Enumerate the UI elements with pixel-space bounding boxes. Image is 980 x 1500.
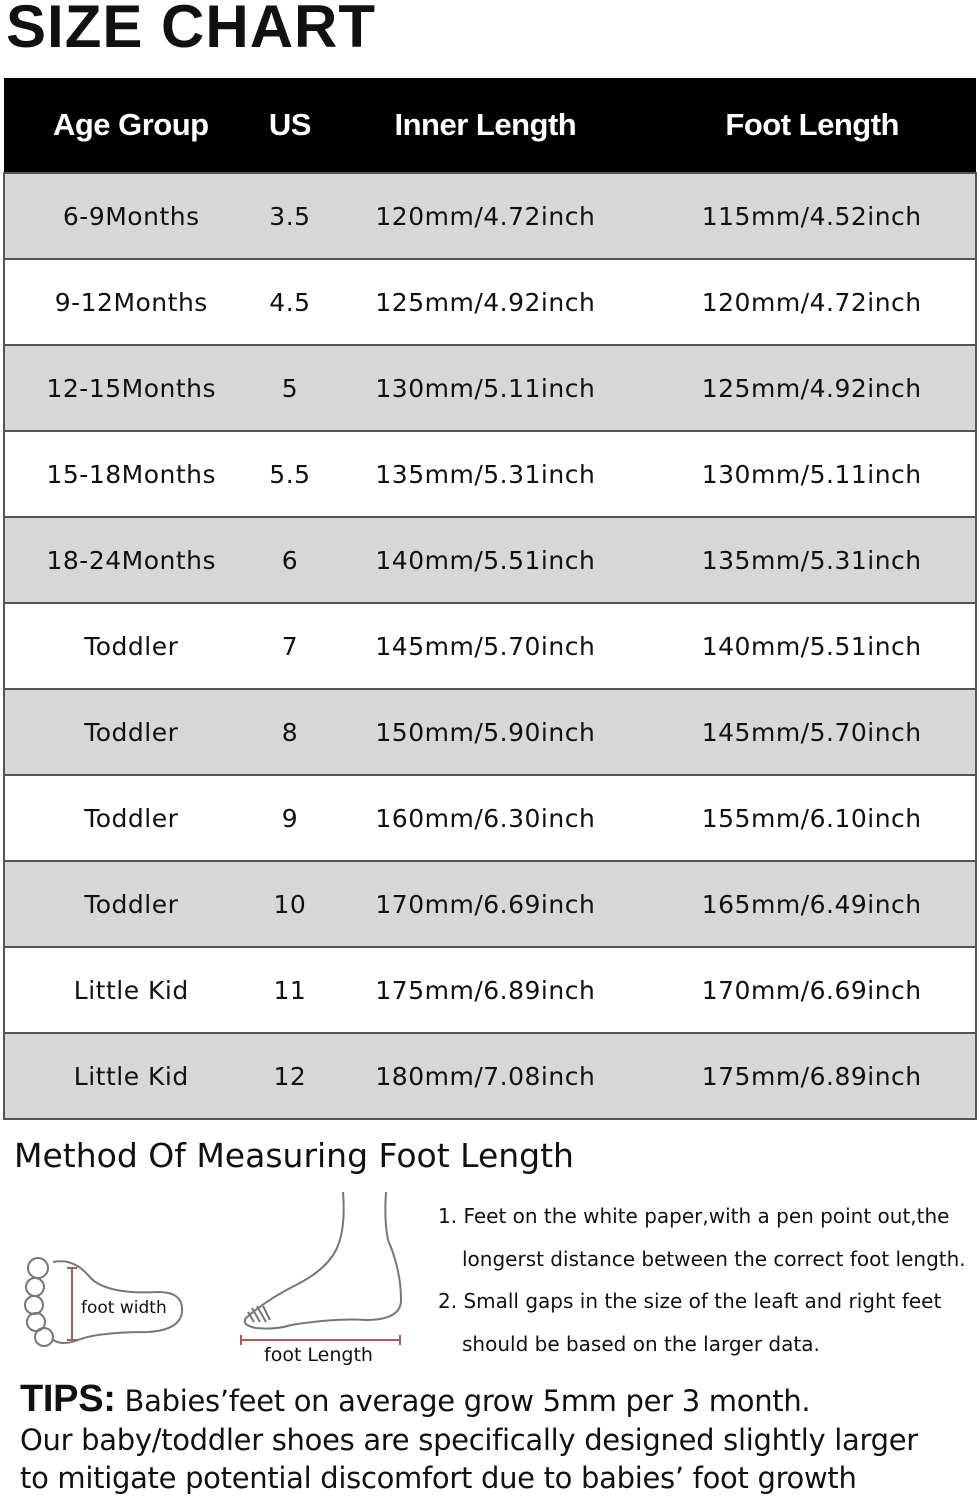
- step-2-line-1: 2. Small gaps in the size of the leaft a…: [438, 1289, 942, 1313]
- table-row: 6-9Months 3.5 120mm/4.72inch 115mm/4.52inch: [3, 172, 977, 260]
- age-group-cell: 6-9Months: [3, 172, 258, 260]
- tips-line-1: Babies’feet on average grow 5mm per 3 mo…: [124, 1384, 811, 1418]
- foot-length-cell: 120mm/4.72inch: [648, 258, 977, 346]
- age-group-cell: 15-18Months: [3, 430, 258, 518]
- size-chart-table: Age Group US Inner Length Foot Length 6-…: [3, 78, 977, 1120]
- inner-length-cell: 170mm/6.69inch: [322, 860, 649, 948]
- age-group-cell: Little Kid: [3, 946, 258, 1034]
- table-row: 12-15Months 5 130mm/5.11inch 125mm/4.92inch: [3, 344, 977, 432]
- table-row: Toddler 8 150mm/5.90inch 145mm/5.70inch: [3, 688, 977, 776]
- tips-line-3: to mitigate potential discomfort due to …: [20, 1461, 857, 1495]
- table-header: Age Group US Inner Length Foot Length: [4, 78, 976, 173]
- age-group-cell: 12-15Months: [3, 344, 258, 432]
- foot-length-cell: 115mm/4.52inch: [648, 172, 977, 260]
- table-row: 18-24Months 6 140mm/5.51inch 135mm/5.31inch: [3, 516, 977, 604]
- us-size-cell: 11: [257, 946, 323, 1034]
- inner-length-cell: 180mm/7.08inch: [322, 1032, 649, 1120]
- table-row: 9-12Months 4.5 125mm/4.92inch 120mm/4.72inc…: [3, 258, 977, 346]
- tips-section: TIPS: Babies’feet on average grow 5mm pe…: [20, 1378, 918, 1497]
- foot-length-cell: 140mm/5.51inch: [648, 602, 977, 690]
- inner-length-cell: 145mm/5.70inch: [322, 602, 649, 690]
- age-group-cell: Toddler: [3, 688, 258, 776]
- us-size-cell: 4.5: [257, 258, 323, 346]
- tips-label: TIPS:: [20, 1378, 116, 1420]
- measuring-steps: 1. Feet on the white paper,with a pen po…: [438, 1195, 966, 1365]
- header-us: US: [257, 78, 323, 173]
- us-size-cell: 9: [257, 774, 323, 862]
- age-group-cell: Toddler: [3, 860, 258, 948]
- step-1-line-1: 1. Feet on the white paper,with a pen po…: [438, 1204, 950, 1228]
- foot-length-cell: 165mm/6.49inch: [648, 860, 977, 948]
- us-size-cell: 5: [257, 344, 323, 432]
- foot-length-label: foot Length: [264, 1344, 373, 1366]
- foot-length-cell: 145mm/5.70inch: [648, 688, 977, 776]
- age-group-cell: 9-12Months: [3, 258, 258, 346]
- age-group-cell: Little Kid: [3, 1032, 258, 1120]
- foot-length-cell: 125mm/4.92inch: [648, 344, 977, 432]
- foot-top-view-icon: [24, 1257, 184, 1347]
- age-group-cell: 18-24Months: [3, 516, 258, 604]
- us-size-cell: 6: [257, 516, 323, 604]
- header-foot-length: Foot Length: [648, 78, 976, 173]
- us-size-cell: 10: [257, 860, 323, 948]
- step-1-line-2: longerst distance between the correct fo…: [462, 1246, 966, 1271]
- inner-length-cell: 150mm/5.90inch: [322, 688, 649, 776]
- foot-length-cell: 170mm/6.69inch: [648, 946, 977, 1034]
- table-row: Little Kid 11 175mm/6.89inch 170mm/6.69inch: [3, 946, 977, 1034]
- foot-length-cell: 175mm/6.89inch: [648, 1032, 977, 1120]
- step-2-line-2: should be based on the larger data.: [462, 1331, 820, 1356]
- table-row: 15-18Months 5.5 135mm/5.31inch 130mm/5.11in…: [3, 430, 977, 518]
- inner-length-cell: 130mm/5.11inch: [322, 344, 649, 432]
- table-row: Toddler 9 160mm/6.30inch 155mm/6.10inch: [3, 774, 977, 862]
- foot-width-label: foot width: [81, 1298, 167, 1318]
- table-row: Toddler 10 170mm/6.69inch 165mm/6.49inch: [3, 860, 977, 948]
- inner-length-cell: 135mm/5.31inch: [322, 430, 649, 518]
- tips-line-2: Our baby/toddler shoes are specifically …: [20, 1423, 918, 1457]
- us-size-cell: 12: [257, 1032, 323, 1120]
- header-inner-length: Inner Length: [322, 78, 649, 173]
- us-size-cell: 3.5: [257, 172, 323, 260]
- table-row: Toddler 7 145mm/5.70inch 140mm/5.51inch: [3, 602, 977, 690]
- inner-length-cell: 120mm/4.72inch: [322, 172, 649, 260]
- method-title: Method Of Measuring Foot Length: [14, 1136, 574, 1175]
- foot-length-cell: 130mm/5.11inch: [648, 430, 977, 518]
- age-group-cell: Toddler: [3, 602, 258, 690]
- foot-side-view-icon: [240, 1191, 403, 1345]
- us-size-cell: 5.5: [257, 430, 323, 518]
- inner-length-cell: 175mm/6.89inch: [322, 946, 649, 1034]
- inner-length-cell: 140mm/5.51inch: [322, 516, 649, 604]
- age-group-cell: Toddler: [3, 774, 258, 862]
- table-row: Little Kid 12 180mm/7.08inch 175mm/6.89inch: [3, 1032, 977, 1120]
- inner-length-cell: 125mm/4.92inch: [322, 258, 649, 346]
- us-size-cell: 7: [257, 602, 323, 690]
- header-age-group: Age Group: [4, 78, 258, 173]
- foot-length-cell: 155mm/6.10inch: [648, 774, 977, 862]
- page-title: SIZE CHART: [6, 0, 376, 60]
- us-size-cell: 8: [257, 688, 323, 776]
- inner-length-cell: 160mm/6.30inch: [322, 774, 649, 862]
- foot-length-cell: 135mm/5.31inch: [648, 516, 977, 604]
